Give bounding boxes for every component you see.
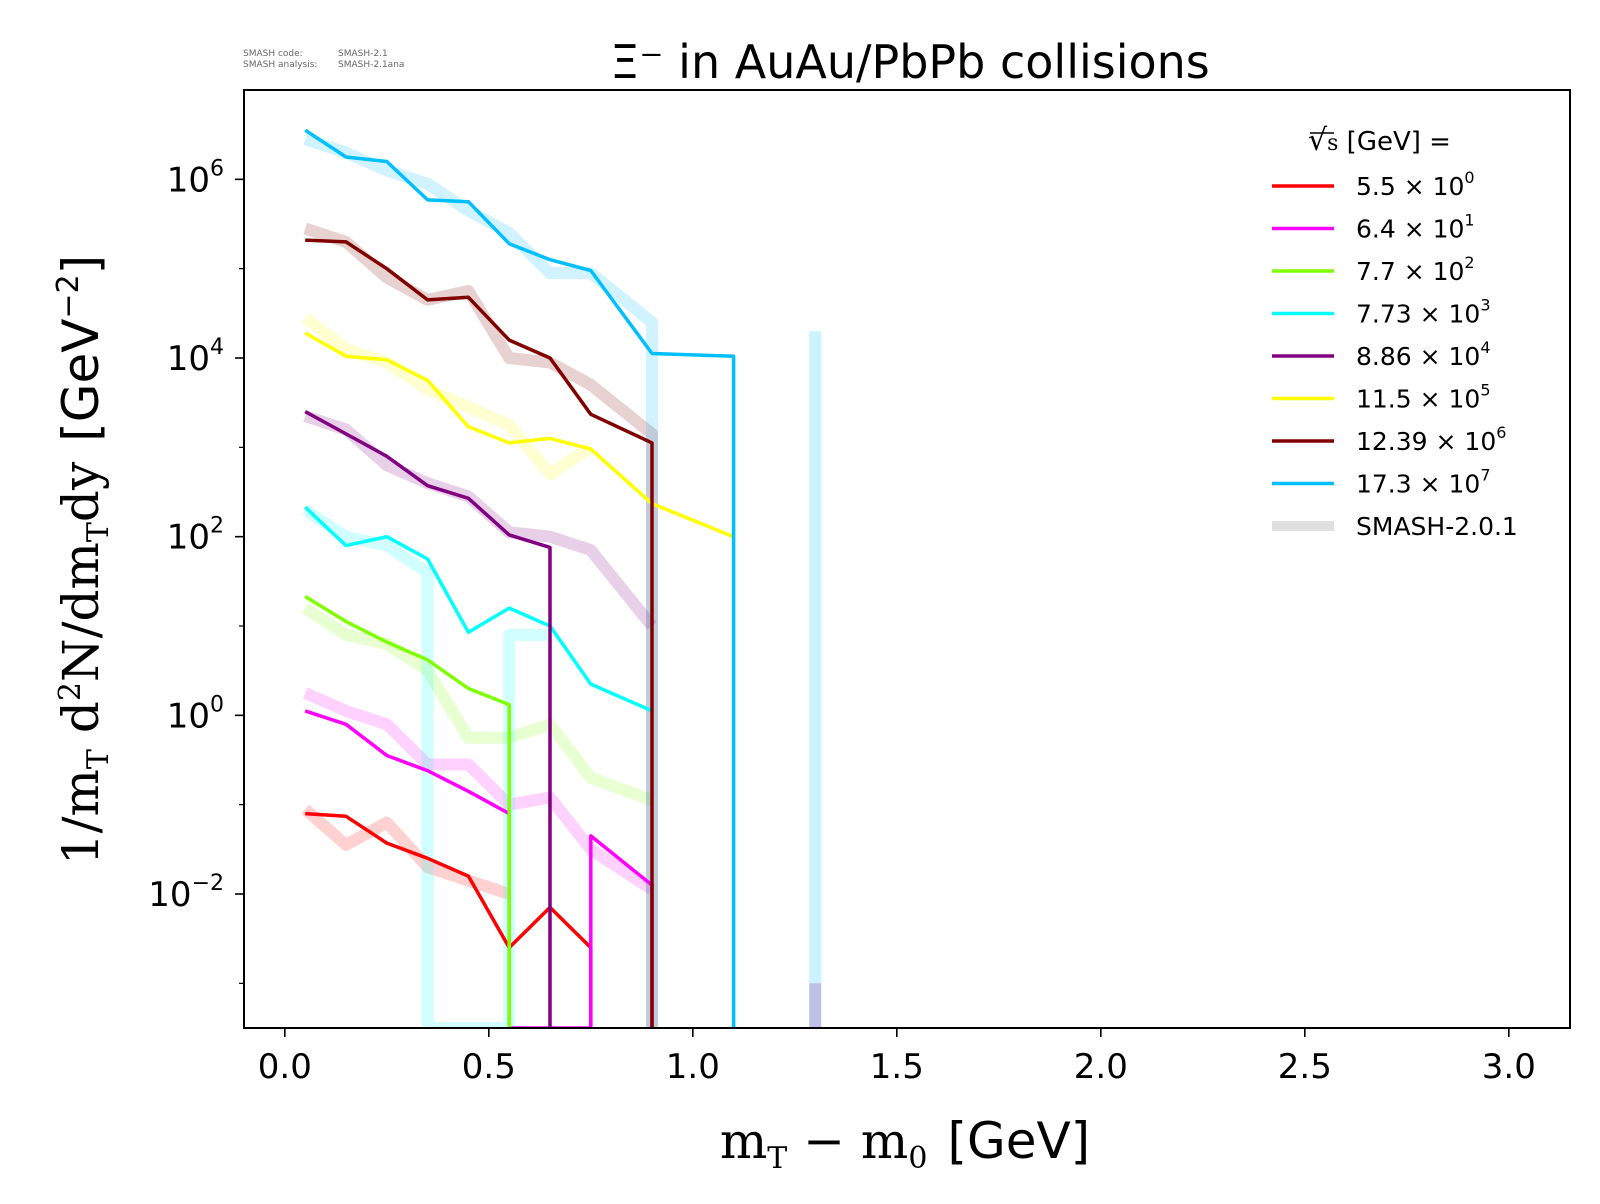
meta-code-label: SMASH code: [243, 49, 303, 59]
legend-label-1: 6.4 × 101 [1356, 211, 1475, 244]
y-label-dy: dy [52, 461, 110, 522]
x-tick-label-1: 0.5 [462, 1047, 516, 1087]
y-label-ndm: N/dm [52, 542, 110, 682]
x-label-unit: [GeV] [947, 1112, 1090, 1170]
legend-label-7: 17.3 × 107 [1356, 466, 1491, 499]
legend-title-s: s [1327, 131, 1338, 156]
smash-meta: SMASH code: SMASH-2.1 SMASH analysis: SM… [243, 49, 404, 70]
legend-label-3: 7.73 × 103 [1356, 296, 1491, 329]
plot-frame [243, 89, 1571, 1029]
x-axis-ticks: 0.0 0.5 1.0 1.5 2.0 2.5 3.0 [258, 1028, 1536, 1087]
y-label-1m: 1/m [52, 769, 110, 865]
x-tick-label-4: 2.0 [1074, 1047, 1128, 1087]
y-tick-label-3: 100 [167, 692, 224, 736]
series-line-5 [304, 331, 735, 539]
meta-analysis-value: SMASH-2.1ana [338, 60, 404, 70]
legend-label-2: 7.7 × 102 [1356, 253, 1475, 286]
legend-title-sqrt: √ [1308, 123, 1328, 158]
y-label-unit-close: ] [52, 255, 110, 275]
legend-label-0: 5.5 × 100 [1356, 168, 1475, 201]
ref-line-3 [301, 504, 550, 1028]
y-tick-label-0: 106 [167, 156, 224, 200]
ref-line-0 [301, 804, 512, 900]
series-line-4 [304, 410, 552, 1028]
series-line-1 [304, 709, 654, 1028]
x-axis-label: mT − m0 [GeV] [720, 1112, 1090, 1176]
series-line-6 [305, 238, 654, 1028]
y-label-unit-exp: −2 [51, 274, 86, 318]
ref-line-2 [301, 603, 655, 806]
meta-code-value: SMASH-2.1 [338, 49, 388, 59]
ref-line-1 [302, 687, 656, 895]
y-axis-ticks: 106 104 102 100 10−2 [148, 156, 244, 984]
x-tick-label-0: 0.0 [258, 1047, 312, 1087]
y-tick-label-4: 10−2 [148, 871, 224, 915]
x-tick-label-2: 1.0 [666, 1047, 720, 1087]
x-tick-label-6: 3.0 [1482, 1047, 1536, 1087]
series-line-2 [304, 595, 511, 1028]
x-tick-label-5: 2.5 [1278, 1047, 1332, 1087]
y-label-unit: [GeV [52, 319, 110, 442]
x-label-m: m [720, 1112, 767, 1170]
series-line-3 [304, 505, 653, 713]
ref-line-6 [303, 222, 658, 1028]
chart-title: Ξ⁻ in AuAu/PbPb collisions [610, 35, 1210, 89]
legend: √s [GeV] = 5.5 × 100 6.4 × 101 7.7 × 102 7.… [1272, 123, 1518, 541]
legend-title: √s [GeV] = [1308, 123, 1451, 158]
y-tick-label-1: 104 [167, 335, 224, 379]
series-line-0 [305, 811, 593, 1028]
plot-area [301, 128, 822, 1028]
legend-label-5: 11.5 × 105 [1356, 381, 1491, 414]
legend-label-4: 8.86 × 104 [1356, 338, 1491, 371]
y-label-sub-t2: T [81, 522, 116, 542]
x-label-minus: − m [787, 1112, 908, 1170]
legend-title-rest: [GeV] = [1338, 127, 1451, 157]
ref-line-5 [301, 313, 595, 481]
y-label-sup-2: 2 [53, 682, 88, 701]
ref-line-4 [303, 410, 657, 630]
legend-label-6: 12.39 × 106 [1356, 423, 1506, 456]
x-label-sub-0: 0 [908, 1141, 927, 1176]
series-line-7 [304, 128, 736, 1028]
y-label-d: d [52, 701, 110, 749]
legend-label-8: SMASH-2.0.1 [1356, 512, 1518, 541]
x-tick-label-3: 1.5 [870, 1047, 924, 1087]
x-label-sub-t: T [767, 1141, 787, 1176]
y-tick-label-2: 102 [167, 514, 224, 558]
y-axis-label: 1/mT d2N/dmTdy[GeV−2] [51, 255, 116, 865]
y-label-sub-t: T [81, 749, 116, 769]
meta-analysis-label: SMASH analysis: [243, 60, 317, 70]
